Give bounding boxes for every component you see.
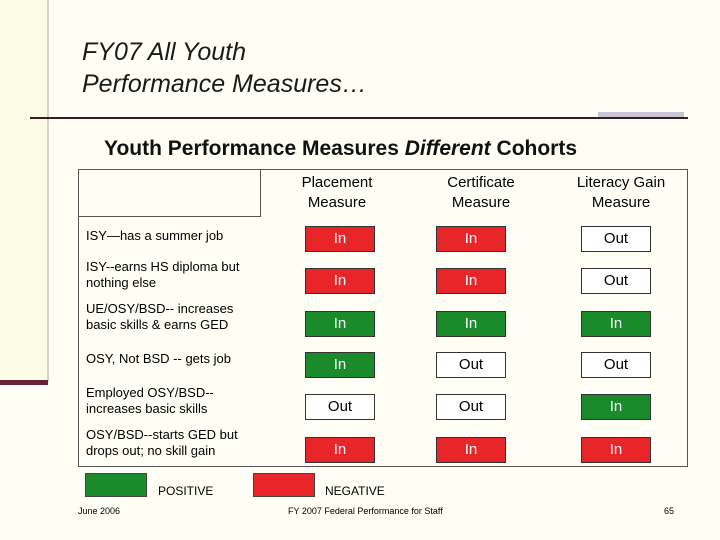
row-label-isy-summer-job: ISY—has a summer job: [86, 228, 224, 243]
cell-placement: In: [305, 352, 375, 378]
title-accent-rule: [598, 112, 684, 118]
cell-literacy: In: [581, 437, 651, 463]
cell-certificate: In: [436, 226, 506, 252]
cell-placement: Out: [305, 394, 375, 420]
column-header-certificate: Certificate Measure: [406, 173, 556, 213]
legend-swatch-positive: [85, 473, 147, 497]
column-header-line-1: Certificate: [447, 174, 515, 191]
title-underline-rule: [30, 117, 688, 119]
left-accent-band: [0, 0, 48, 382]
row-label-osy-bsd-ged-dropout: OSY/BSD--starts GED but drops out; no sk…: [86, 427, 238, 458]
cell-certificate: Out: [436, 352, 506, 378]
column-header-literacy: Literacy Gain Measure: [546, 173, 696, 213]
column-header-line-2: Measure: [591, 194, 651, 211]
column-header-line-2: Measure: [451, 194, 511, 211]
row-label-employed-osy-bsd: Employed OSY/BSD--increases basic skills: [86, 385, 214, 416]
column-header-line-2: Measure: [307, 194, 367, 211]
cell-certificate: In: [436, 268, 506, 294]
subtitle-emphasis: Different: [404, 137, 491, 160]
column-header-line-1: Placement: [301, 174, 373, 191]
cell-literacy: Out: [581, 226, 651, 252]
row-label-ue-osy-bsd-ged: UE/OSY/BSD-- increases basic skills & ea…: [86, 301, 234, 332]
column-header-line-1: Literacy Gain: [576, 174, 666, 191]
cell-literacy: Out: [581, 268, 651, 294]
left-accent-bar: [0, 380, 48, 385]
subtitle-text-before: Youth Performance Measures: [104, 137, 405, 160]
column-header-placement: Placement Measure: [262, 173, 412, 213]
cell-literacy: Out: [581, 352, 651, 378]
table-corner-cell: [78, 169, 261, 217]
slide-title: FY07 All Youth Performance Measures…: [82, 36, 367, 100]
row-label-osy-gets-job: OSY, Not BSD -- gets job: [86, 351, 231, 366]
table-subtitle: Youth Performance Measures Different Coh…: [104, 136, 577, 162]
cell-placement: In: [305, 268, 375, 294]
legend-swatch-negative: [253, 473, 315, 497]
cell-placement: In: [305, 311, 375, 337]
row-label-isy-hs-diploma: ISY--earns HS diploma but nothing else: [86, 259, 240, 290]
cell-literacy: In: [581, 311, 651, 337]
footer-title: FY 2007 Federal Performance for Staff: [288, 506, 443, 516]
slide-title-line-2: Performance Measures…: [82, 70, 367, 98]
cell-certificate: Out: [436, 394, 506, 420]
cell-certificate: In: [436, 311, 506, 337]
slide-title-line-1: FY07 All Youth: [82, 38, 247, 66]
cell-literacy: In: [581, 394, 651, 420]
cell-certificate: In: [436, 437, 506, 463]
legend-label-negative: NEGATIVE: [325, 484, 385, 498]
cell-placement: In: [305, 437, 375, 463]
legend-label-positive: POSITIVE: [158, 484, 214, 498]
cell-placement: In: [305, 226, 375, 252]
footer-page-number: 65: [664, 506, 675, 516]
footer-date: June 2006: [78, 506, 121, 516]
left-accent-line: [47, 0, 49, 382]
subtitle-text-after: Cohorts: [490, 137, 578, 160]
